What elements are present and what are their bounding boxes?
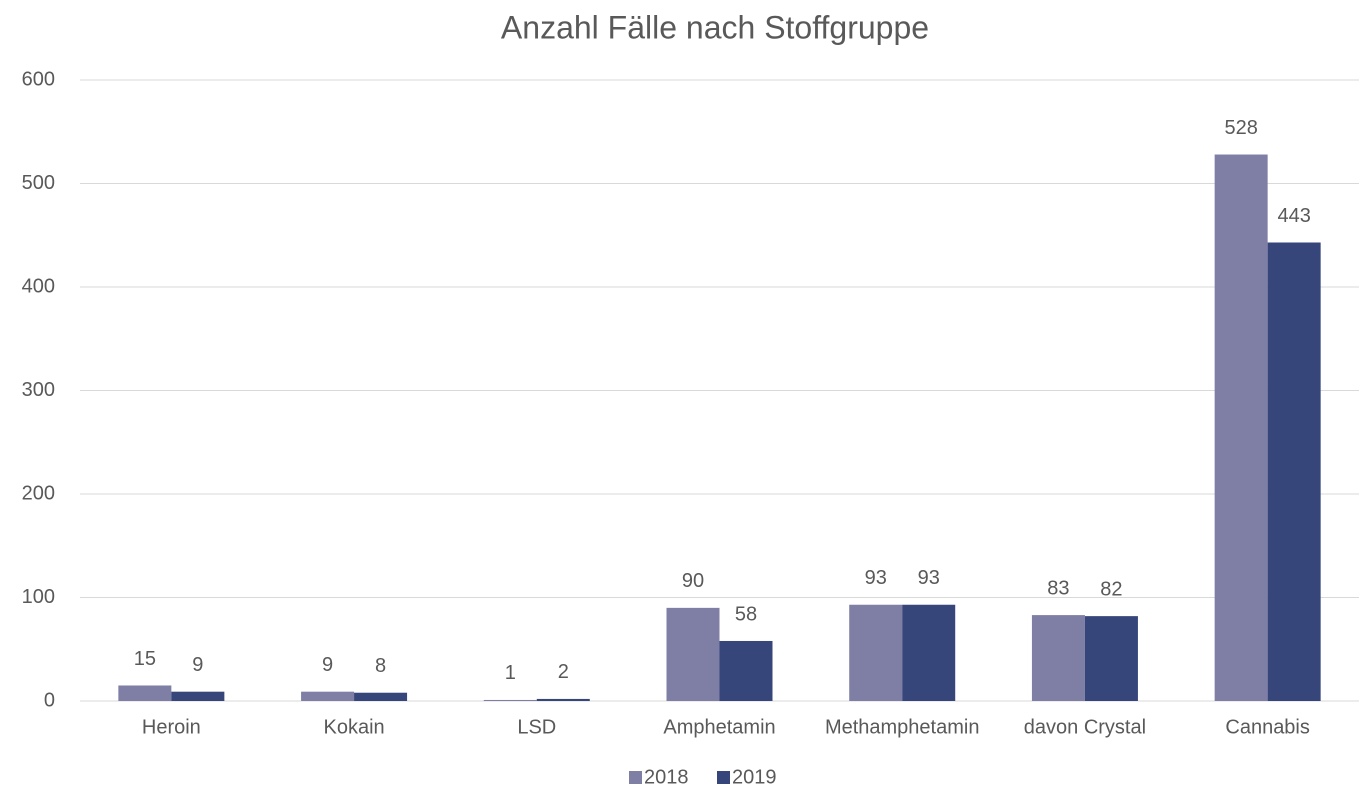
- y-tick-label: 600: [22, 68, 55, 90]
- data-label: 83: [1047, 577, 1069, 599]
- data-label: 82: [1100, 578, 1122, 600]
- data-label: 93: [865, 567, 887, 589]
- y-tick-label: 200: [22, 482, 55, 504]
- bar: [849, 604, 903, 701]
- bar: [902, 604, 956, 701]
- bar: [1214, 154, 1268, 701]
- x-tick-label: Kokain: [323, 716, 384, 738]
- y-tick-label: 500: [22, 172, 55, 194]
- chart-title: Anzahl Fälle nach Stoffgruppe: [501, 9, 929, 45]
- data-label: 528: [1224, 117, 1257, 139]
- bar: [666, 607, 720, 701]
- bar: [354, 692, 408, 701]
- x-tick-label: LSD: [517, 716, 556, 738]
- data-label: 15: [134, 648, 156, 670]
- bar: [1084, 616, 1138, 701]
- x-tick-label: Heroin: [142, 716, 201, 738]
- legend-swatch: [629, 771, 642, 784]
- x-tick-label: Amphetamin: [663, 716, 775, 738]
- data-label: 443: [1277, 205, 1310, 227]
- bar: [536, 698, 590, 701]
- bar: [118, 685, 172, 701]
- y-tick-label: 0: [44, 689, 55, 711]
- y-tick-label: 300: [22, 379, 55, 401]
- bar: [483, 699, 537, 701]
- data-label: 90: [682, 570, 704, 592]
- y-tick-label: 100: [22, 586, 55, 608]
- data-label: 2: [558, 661, 569, 683]
- legend-label: 2019: [732, 766, 777, 788]
- bar: [1031, 615, 1085, 701]
- bar: [301, 691, 355, 701]
- data-label: 1: [505, 662, 516, 684]
- legend-swatch: [717, 771, 730, 784]
- bar: [1267, 242, 1321, 701]
- data-label: 93: [918, 567, 940, 589]
- y-tick-label: 400: [22, 275, 55, 297]
- x-tick-label: davon Crystal: [1024, 716, 1146, 738]
- bar: [719, 640, 773, 701]
- x-tick-label: Cannabis: [1225, 716, 1310, 738]
- legend-label: 2018: [644, 766, 689, 788]
- bar: [171, 691, 225, 701]
- data-label: 9: [322, 654, 333, 676]
- x-tick-label: Methamphetamin: [825, 716, 980, 738]
- data-label: 8: [375, 655, 386, 677]
- data-label: 9: [192, 654, 203, 676]
- data-label: 58: [735, 603, 757, 625]
